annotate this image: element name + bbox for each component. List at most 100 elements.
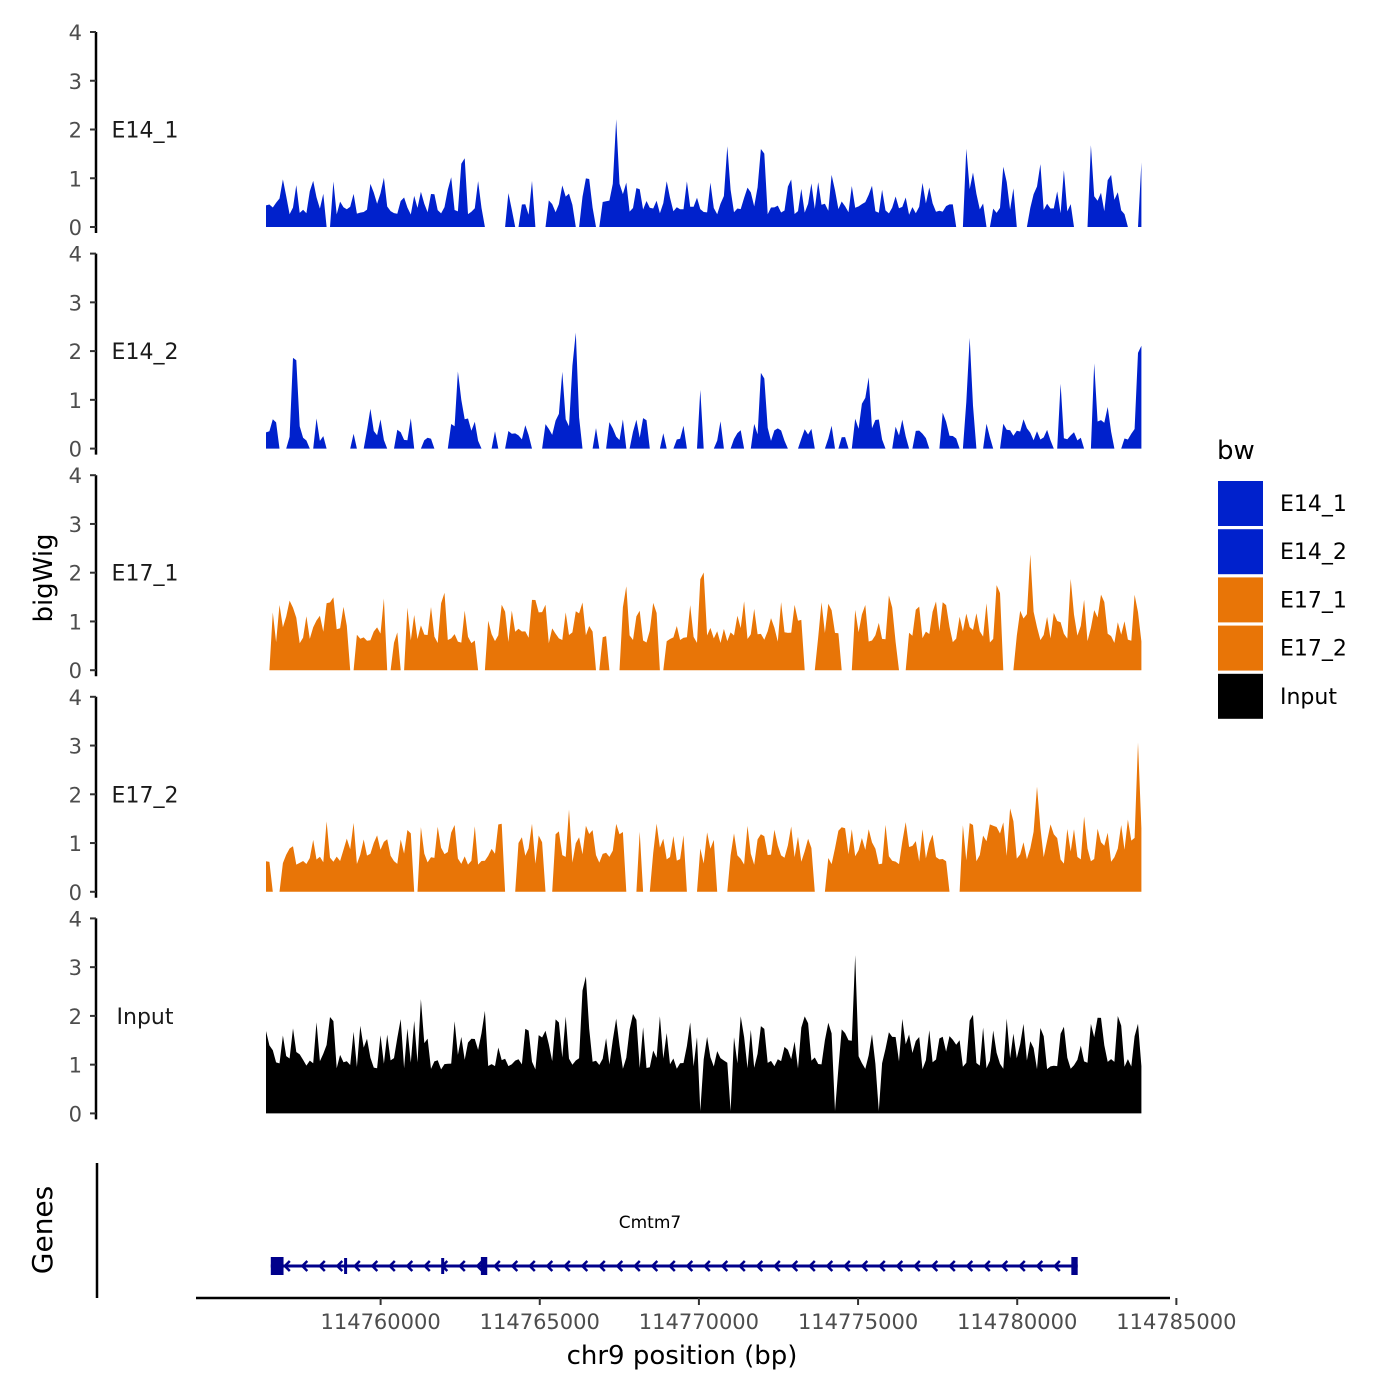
strand-arrow: [755, 1260, 764, 1272]
legend-swatch: [1218, 529, 1263, 575]
y-axis-title: bigWig: [29, 533, 59, 622]
strand-arrow: [615, 1260, 624, 1272]
strand-arrow: [458, 1260, 466, 1272]
strand-arrow: [405, 1260, 414, 1272]
legend-item-e14_2: E14_2: [1218, 529, 1347, 575]
y-tick-label: 2: [69, 562, 82, 586]
strand-arrow: [510, 1260, 519, 1272]
coverage-area-e17_1: [266, 554, 1142, 671]
strand-arrow: [965, 1260, 974, 1272]
legend-label: E17_1: [1280, 588, 1347, 613]
strand-arrow: [650, 1260, 659, 1272]
legend-swatch: [1218, 577, 1263, 623]
track-label: E14_1: [112, 119, 179, 144]
strand-arrow: [388, 1260, 396, 1272]
x-axis: 114760000 114765000 114770000 114775000 1147…: [196, 1296, 1236, 1371]
coverage-area-e14_1: [266, 119, 1142, 227]
gene-exon: [1071, 1257, 1078, 1275]
x-tick-label: 114775000: [798, 1310, 918, 1334]
strand-arrow: [825, 1260, 834, 1272]
legend: bw E14_1 E14_2 E17_1 E17_2 Input: [1217, 436, 1347, 719]
track-label: E14_2: [112, 340, 179, 365]
x-tick-label: 114770000: [639, 1310, 759, 1334]
legend-swatch: [1218, 625, 1263, 671]
y-tick-label: 1: [69, 832, 82, 856]
y-tick-label: 2: [69, 119, 82, 143]
strand-arrow: [720, 1260, 729, 1272]
y-tick-label: 3: [69, 513, 82, 537]
legend-item-e14_1: E14_1: [1218, 481, 1347, 526]
strand-arrow: [528, 1260, 536, 1272]
legend-item-e17_2: E17_2: [1218, 625, 1347, 671]
gene-annotation-panel: Genes Cmtm7: [26, 1163, 1078, 1298]
legend-label: E14_2: [1280, 540, 1347, 565]
y-tick-label: 1: [69, 167, 82, 191]
strand-arrow: [370, 1260, 379, 1272]
strand-arrow: [808, 1260, 816, 1272]
coverage-area-e17_2: [266, 742, 1142, 892]
x-tick-label: 114785000: [1116, 1310, 1236, 1334]
x-tick-label: 114780000: [957, 1310, 1077, 1334]
y-tick-label: 3: [69, 956, 82, 980]
y-tick-label: 0: [69, 216, 82, 240]
track-label: E17_1: [112, 562, 179, 587]
track-label: Input: [117, 1005, 174, 1030]
gene-model-cmtm7: [270, 1257, 1078, 1275]
y-tick-label: 4: [69, 464, 82, 488]
y-tick-label: 4: [69, 907, 82, 931]
y-tick-label: 1: [69, 610, 82, 634]
y-tick-label: 4: [69, 243, 82, 267]
legend-swatch: [1218, 673, 1263, 719]
strand-arrow: [598, 1260, 606, 1272]
strand-arrow: [930, 1260, 939, 1272]
strand-arrow: [1018, 1260, 1026, 1272]
strand-arrow: [878, 1260, 886, 1272]
legend-title: bw: [1217, 436, 1255, 466]
strand-arrow: [895, 1260, 904, 1272]
strand-arrow: [580, 1260, 589, 1272]
track-e17_1: 0 1 2 3 4 E17_1: [69, 464, 1142, 683]
legend-label: E17_2: [1280, 637, 1347, 662]
gene-exon: [480, 1257, 488, 1275]
strand-arrow: [790, 1260, 799, 1272]
y-tick-label: 0: [69, 1102, 82, 1126]
track-e17_2: 0 1 2 3 4 E17_2: [69, 686, 1142, 905]
strand-arrow: [545, 1260, 554, 1272]
gene-label-cmtm7: Cmtm7: [619, 1213, 681, 1233]
y-tick-label: 3: [69, 735, 82, 759]
legend-label: Input: [1280, 685, 1337, 710]
y-tick-label: 1: [69, 1054, 82, 1078]
strand-arrow: [948, 1260, 956, 1272]
strand-arrow: [1053, 1260, 1061, 1272]
strand-arrow: [633, 1260, 641, 1272]
x-tick-label: 114765000: [480, 1310, 600, 1334]
strand-arrow: [335, 1260, 344, 1272]
strand-arrow: [668, 1260, 676, 1272]
strand-arrow: [1000, 1260, 1009, 1272]
strand-arrow: [843, 1260, 851, 1272]
strand-arrow: [913, 1260, 921, 1272]
y-tick-label: 0: [69, 881, 82, 905]
legend-swatch: [1218, 481, 1263, 526]
strand-arrow: [860, 1260, 869, 1272]
coverage-area-e14_2: [266, 332, 1142, 449]
strand-arrow: [773, 1260, 781, 1272]
y-tick-label: 1: [69, 389, 82, 413]
legend-item-e17_1: E17_1: [1218, 577, 1347, 623]
y-tick-label: 3: [69, 70, 82, 94]
strand-arrow: [353, 1260, 361, 1272]
strand-arrow: [983, 1260, 991, 1272]
legend-label: E14_1: [1280, 492, 1347, 517]
y-tick-label: 2: [69, 783, 82, 807]
strand-arrow: [1035, 1260, 1044, 1272]
signal-tracks: 0 1 2 3 4 E14_1 0 1 2 3 4 E14_2 0 1 2 3 4 E17_1 0 1 2 3 4 E17_2…: [69, 21, 1142, 1126]
gene-exon: [270, 1257, 284, 1275]
strand-arrow: [283, 1260, 291, 1272]
strand-arrow: [475, 1260, 484, 1272]
strand-arrow: [318, 1260, 326, 1272]
strand-arrow: [423, 1260, 431, 1272]
track-e14_2: 0 1 2 3 4 E14_2: [69, 243, 1142, 462]
strand-arrow: [493, 1260, 501, 1272]
y-tick-label: 4: [69, 686, 82, 710]
